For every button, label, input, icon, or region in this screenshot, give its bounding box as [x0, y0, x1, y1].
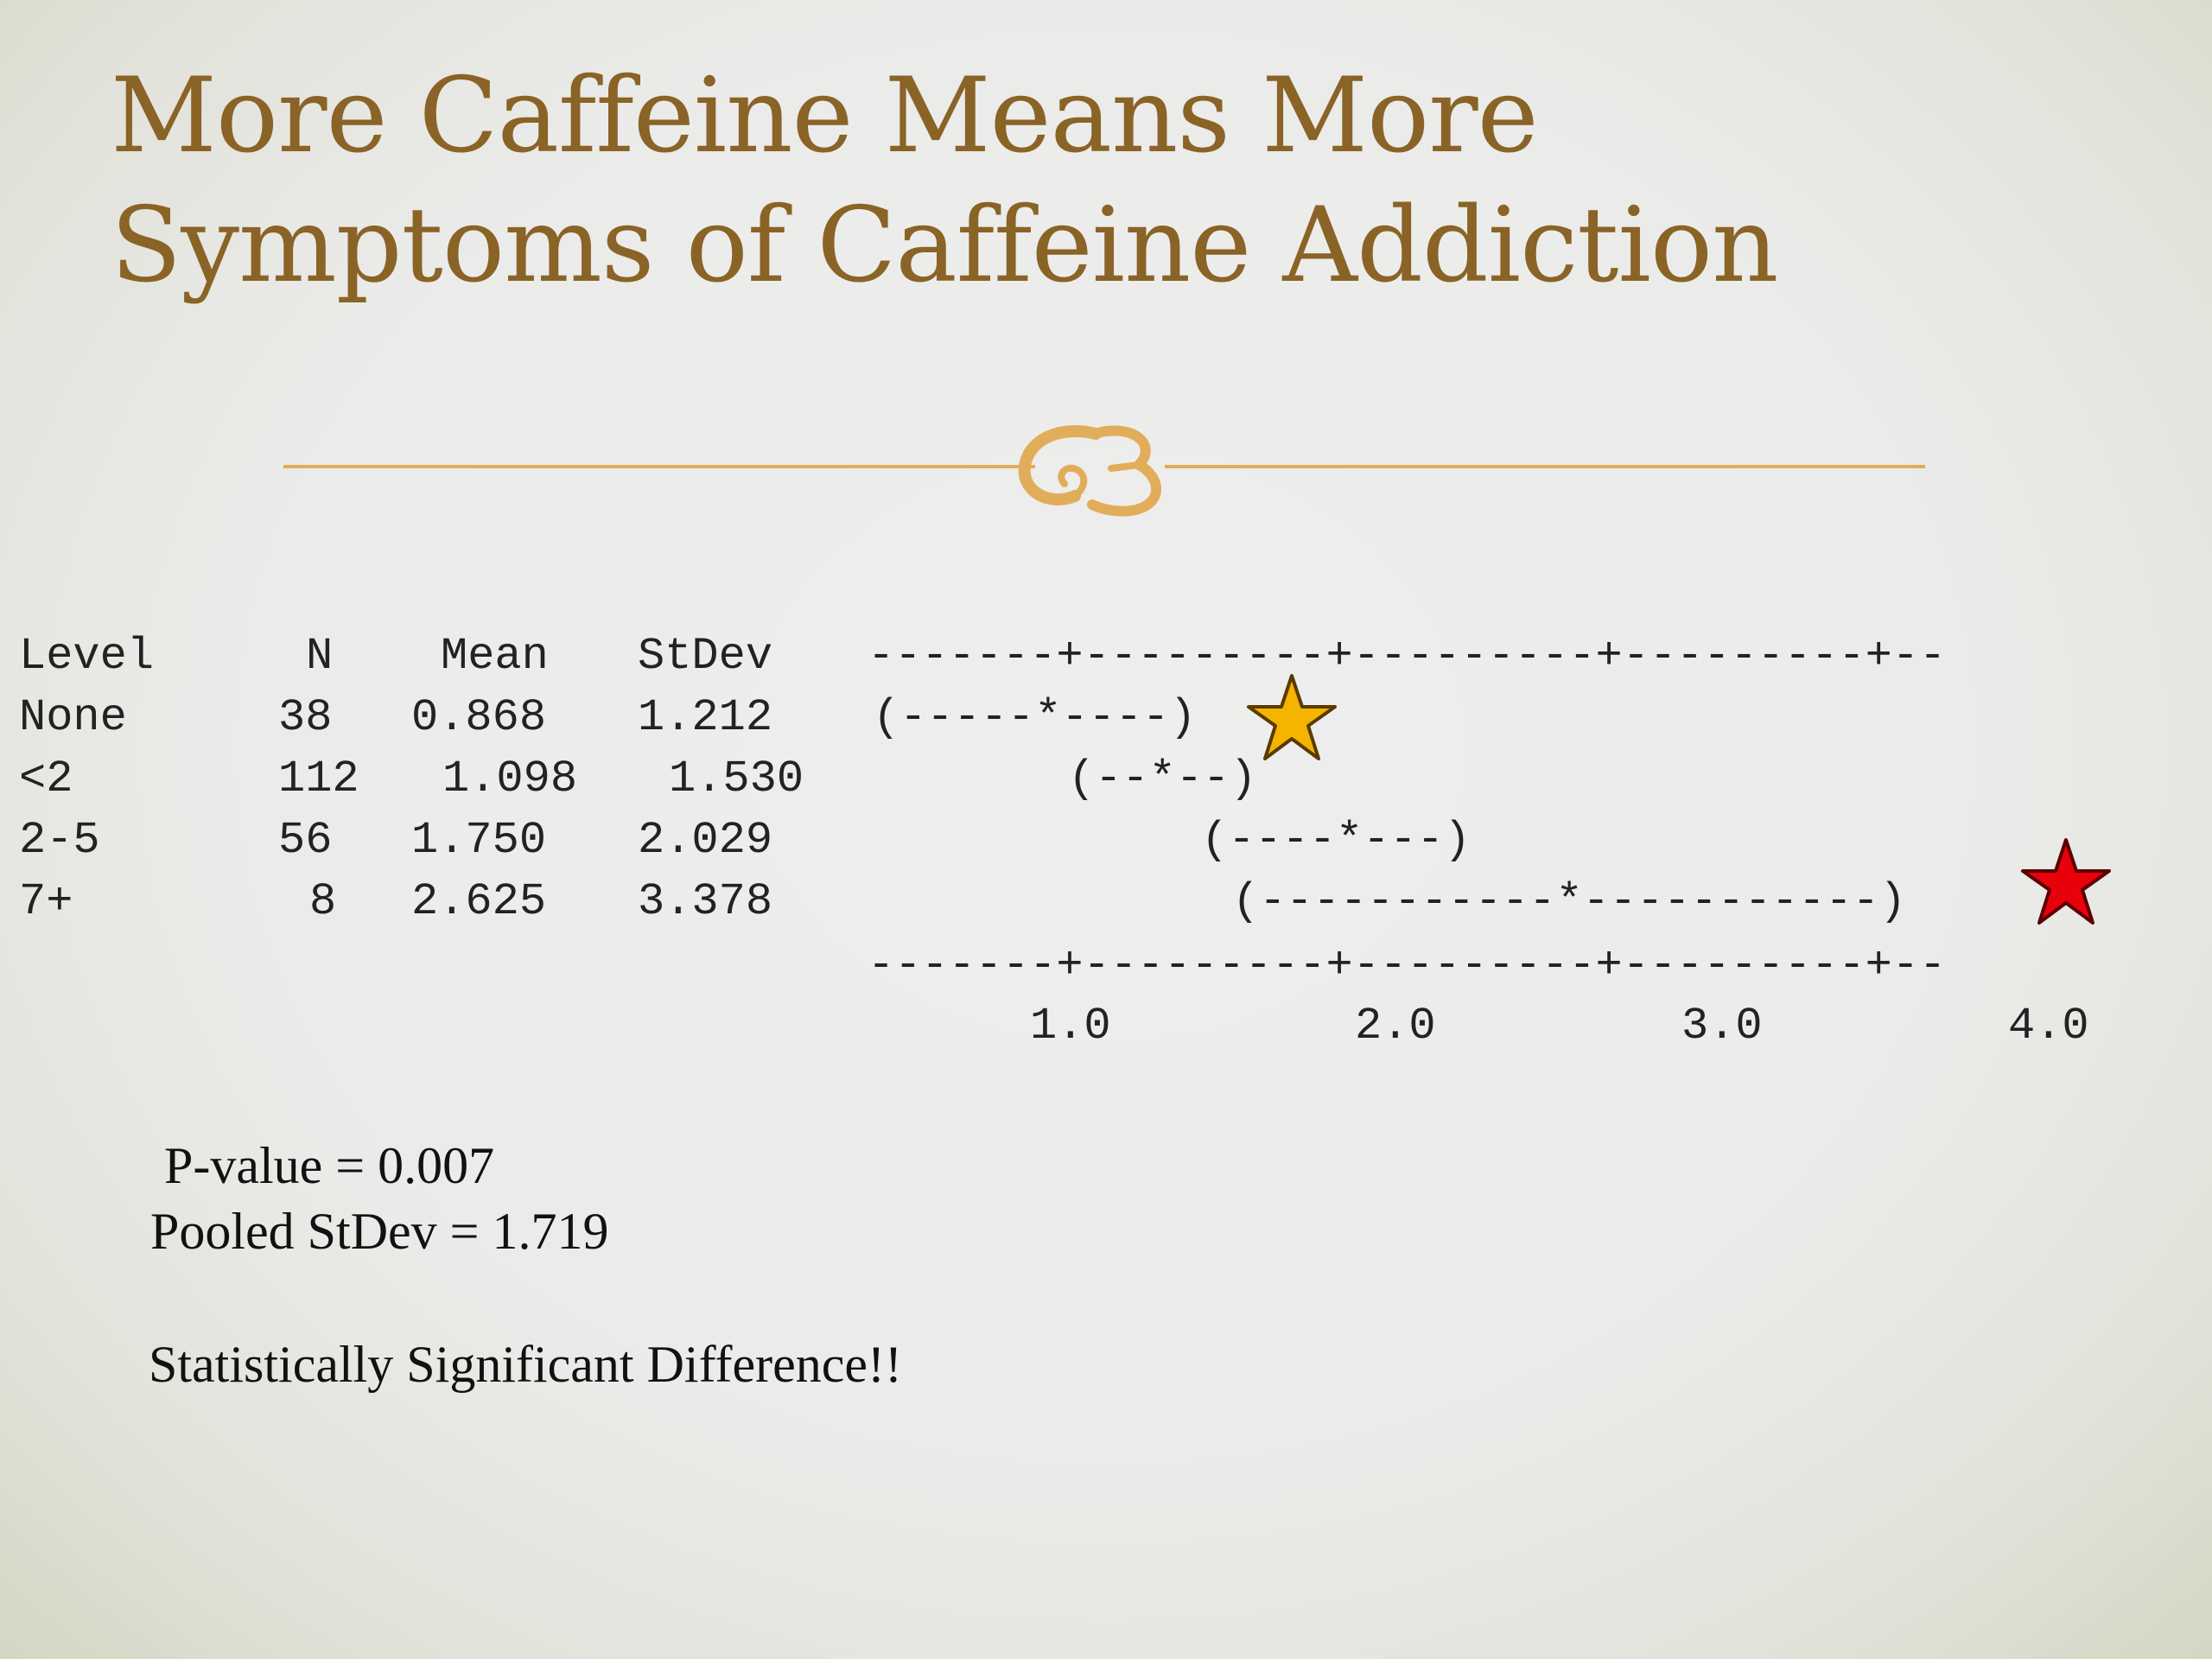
row-level: 7+ [19, 876, 73, 927]
header-stdev: StDev [638, 631, 773, 682]
interval-2-5: (----*---) [1201, 815, 1471, 866]
axis-rule-top: -------+---------+---------+---------+-- [868, 631, 1947, 682]
header-mean: Mean [441, 631, 549, 682]
x-tick-label: 1.0 [1030, 1001, 1111, 1052]
fleuron-icon [1018, 425, 1161, 517]
row-stdev: 2.029 [638, 815, 773, 866]
x-tick-label: 4.0 [2008, 1001, 2089, 1052]
x-tick-label: 2.0 [1355, 1001, 1436, 1052]
pooled-stdev: Pooled StDev = 1.719 [150, 1203, 609, 1260]
conclusion: Statistically Significant Difference!! [149, 1336, 902, 1393]
interval-lt2: (--*--) [1068, 753, 1257, 804]
row-stdev: 1.530 [669, 753, 804, 804]
row-n: 56 [278, 815, 333, 866]
header-n: N [306, 631, 334, 682]
row-stdev: 3.378 [638, 876, 773, 927]
red-star-icon [2021, 838, 2111, 925]
row-n: 8 [309, 876, 337, 927]
title-line-2: Symptoms of Caffeine Addiction [111, 186, 1778, 306]
row-level: 2-5 [19, 815, 100, 866]
interval-7plus: (-----------*-----------) [1232, 876, 1907, 927]
row-mean: 1.098 [442, 753, 578, 804]
title-line-1: More Caffeine Means More [111, 56, 1539, 176]
row-stdev: 1.212 [638, 692, 773, 743]
x-tick-label: 3.0 [1681, 1001, 1763, 1052]
row-n: 38 [278, 692, 333, 743]
header-level: Level [19, 631, 155, 682]
gold-star-icon [1247, 674, 1337, 760]
p-value: P-value = 0.007 [164, 1137, 495, 1194]
row-level: <2 [19, 753, 73, 804]
row-mean: 2.625 [411, 876, 547, 927]
row-n: 112 [278, 753, 359, 804]
ornament-divider [283, 425, 1925, 517]
axis-rule-bottom: -------+---------+---------+---------+-- [868, 940, 1947, 991]
row-mean: 0.868 [411, 692, 547, 743]
row-level: None [19, 692, 127, 743]
slide-title: More Caffeine Means More Symptoms of Caf… [111, 52, 2055, 311]
row-mean: 1.750 [411, 815, 547, 866]
interval-none: (-----*----) [873, 692, 1197, 743]
